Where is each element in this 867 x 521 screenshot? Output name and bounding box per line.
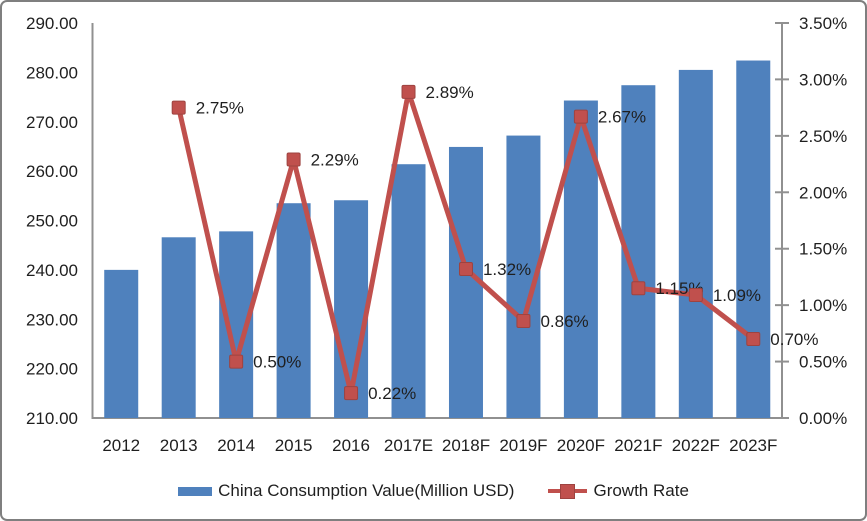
growth-point-label-2013: 2.75% xyxy=(196,99,244,118)
legend-item-growth-rate: Growth Rate xyxy=(548,481,689,501)
x-axis-label-2014: 2014 xyxy=(217,436,255,455)
bar-series-swatch xyxy=(178,486,213,496)
right-axis-tick-label: 0.00% xyxy=(799,409,847,428)
x-axis-label-2023F: 2023F xyxy=(729,436,777,455)
bar-2023F xyxy=(736,60,771,419)
bar-2017E xyxy=(391,164,426,418)
left-axis-tick-label: 290.00 xyxy=(26,14,78,33)
right-axis-tick-label: 3.50% xyxy=(799,14,847,33)
right-axis-tick-label: 1.50% xyxy=(799,240,847,259)
legend-label-growth-rate: Growth Rate xyxy=(593,481,689,500)
growth-point-label-2018F: 1.32% xyxy=(483,260,531,279)
left-axis-tick-label: 240.00 xyxy=(26,261,78,280)
growth-marker-2019F xyxy=(516,313,531,328)
growth-marker-2017E xyxy=(401,84,416,99)
growth-marker-2015 xyxy=(286,152,301,167)
x-axis-label-2013: 2013 xyxy=(160,436,198,455)
growth-marker-2021F xyxy=(631,281,646,296)
growth-point-label-2014: 0.50% xyxy=(253,353,301,372)
growth-marker-2020F xyxy=(573,109,588,124)
growth-point-label-2019F: 0.86% xyxy=(540,312,588,331)
x-axis-label-2021F: 2021F xyxy=(614,436,662,455)
line-swatch-marker xyxy=(560,483,576,499)
x-axis-label-2012: 2012 xyxy=(102,436,140,455)
line-series-swatch xyxy=(548,483,588,499)
growth-marker-2022F xyxy=(688,287,703,302)
growth-marker-2018F xyxy=(458,262,473,277)
x-axis-label-2018F: 2018F xyxy=(442,436,490,455)
left-axis-tick-label: 210.00 xyxy=(26,409,78,428)
right-axis-tick-label: 0.50% xyxy=(799,353,847,372)
x-axis-label-2015: 2015 xyxy=(275,436,313,455)
growth-point-label-2023F: 0.70% xyxy=(770,330,818,349)
left-axis-tick-label: 250.00 xyxy=(26,212,78,231)
growth-marker-2013 xyxy=(171,100,186,115)
growth-point-label-2015: 2.29% xyxy=(311,151,359,170)
x-axis-label-2019F: 2019F xyxy=(499,436,547,455)
bar-2012 xyxy=(104,269,139,418)
legend-item-consumption-value: China Consumption Value(Million USD) xyxy=(178,481,514,501)
growth-marker-2014 xyxy=(229,354,244,369)
left-axis-tick-label: 220.00 xyxy=(26,360,78,379)
left-axis-tick-label: 230.00 xyxy=(26,310,78,329)
right-axis-tick-label: 3.00% xyxy=(799,70,847,89)
left-axis-tick-label: 280.00 xyxy=(26,63,78,82)
bar-2013 xyxy=(161,237,196,418)
right-axis-tick-label: 2.00% xyxy=(799,183,847,202)
growth-point-label-2020F: 2.67% xyxy=(598,108,646,127)
left-axis-tick-label: 270.00 xyxy=(26,113,78,132)
growth-point-label-2022F: 1.09% xyxy=(713,286,761,305)
x-axis-label-2020F: 2020F xyxy=(557,436,605,455)
x-axis-label-2017E: 2017E xyxy=(384,436,433,455)
x-axis-label-2016: 2016 xyxy=(332,436,370,455)
right-axis-tick-label: 1.00% xyxy=(799,296,847,315)
growth-marker-2023F xyxy=(746,332,761,346)
bar-2022F xyxy=(678,69,713,418)
growth-point-label-2017E: 2.89% xyxy=(426,83,474,102)
x-axis-label-2022F: 2022F xyxy=(672,436,720,455)
chart-legend: China Consumption Value(Million USD) Gro… xyxy=(2,479,865,503)
growth-point-label-2016: 0.22% xyxy=(368,384,416,403)
legend-label-consumption-value: China Consumption Value(Million USD) xyxy=(218,481,515,500)
bar-2015 xyxy=(276,203,311,418)
left-axis-tick-label: 260.00 xyxy=(26,162,78,181)
growth-marker-2016 xyxy=(344,386,359,401)
right-axis-tick-label: 2.50% xyxy=(799,127,847,146)
